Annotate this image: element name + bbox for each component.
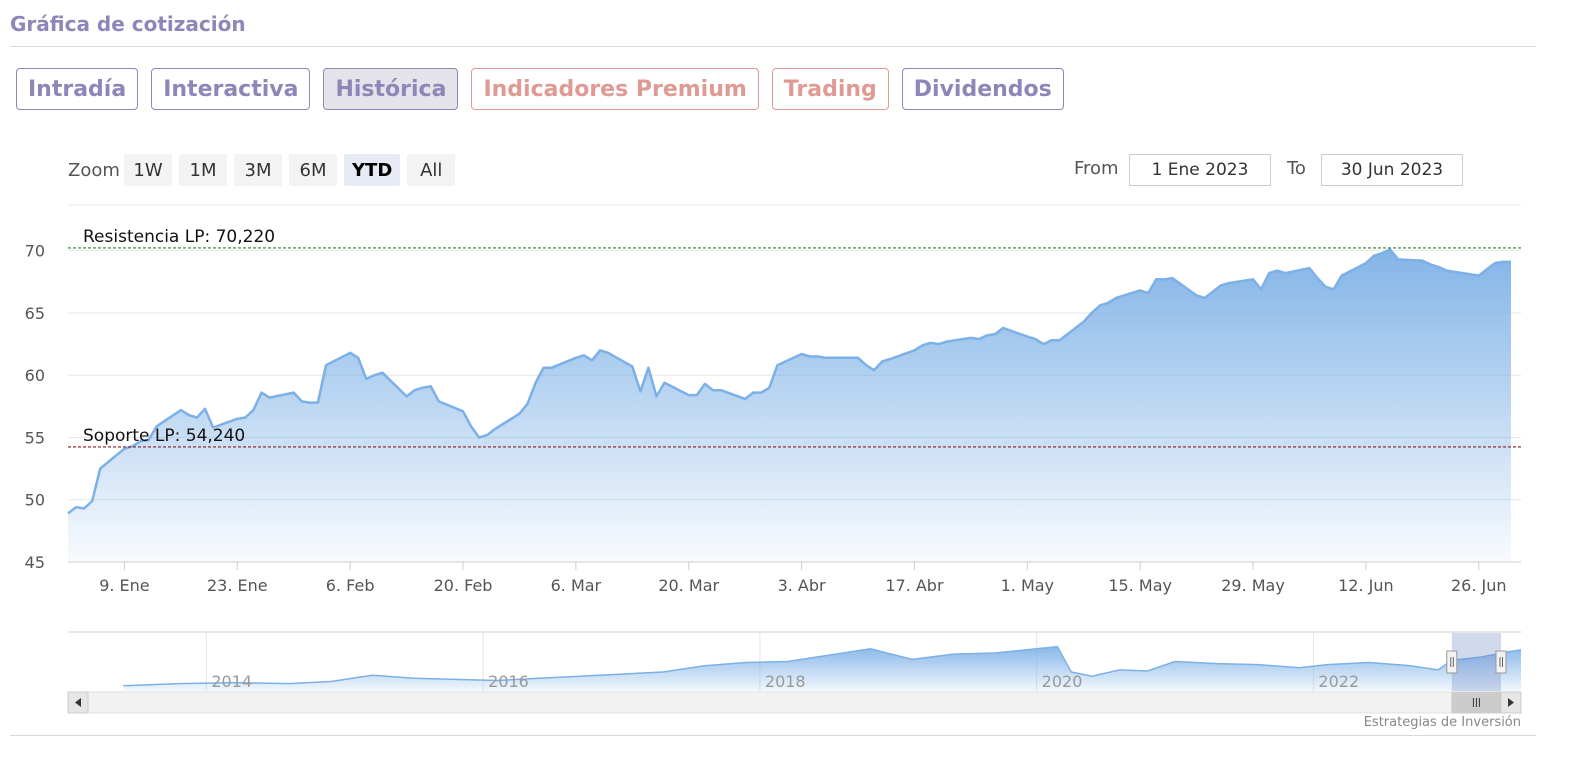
y-tick-label: 70	[25, 242, 45, 261]
section-title: Gráfica de cotización	[10, 12, 246, 36]
zoom-all-button[interactable]: All	[407, 154, 456, 186]
title-divider	[10, 46, 1536, 47]
tab-intradia[interactable]: Intradía	[16, 68, 139, 110]
x-axis-ticks: 9. Ene 23. Ene 6. Feb 20. Feb 6. Mar 20. Mar 3…	[99, 562, 1507, 595]
y-axis-ticks: 45 50 55 60 65 70	[25, 242, 45, 572]
navigator-year-label: 2014	[211, 672, 252, 691]
zoom-6m-button[interactable]: 6M	[289, 154, 337, 186]
x-tick-label: 3. Abr	[778, 576, 826, 595]
y-tick-label: 50	[25, 491, 45, 510]
navigator-year-label: 2022	[1318, 672, 1359, 691]
navigator-right-handle[interactable]	[1495, 650, 1507, 674]
x-tick-label: 12. Jun	[1338, 576, 1394, 595]
navigator-left-handle[interactable]	[1446, 650, 1458, 674]
chart-credits: Estrategias de Inversión	[1363, 715, 1521, 730]
y-tick-label: 45	[25, 553, 45, 572]
y-tick-label: 60	[25, 366, 45, 385]
x-tick-label: 29. May	[1221, 576, 1285, 595]
x-tick-label: 17. Abr	[885, 576, 944, 595]
range-from-input[interactable]: 1 Ene 2023	[1129, 154, 1271, 186]
resistance-label: Resistencia LP: 70,220	[83, 227, 275, 247]
arrow-right-icon	[1508, 698, 1514, 707]
navigator-line	[123, 645, 1522, 687]
range-from-label: From	[1074, 158, 1119, 179]
zoom-3m-button[interactable]: 3M	[234, 154, 282, 186]
zoom-buttons: 1W 1M 3M 6M YTD All	[124, 154, 456, 186]
bottom-divider	[10, 735, 1536, 736]
navigator-year-label: 2016	[488, 672, 529, 691]
zoom-1m-button[interactable]: 1M	[179, 154, 227, 186]
x-tick-label: 15. May	[1108, 576, 1172, 595]
navigator-year-label: 2020	[1042, 672, 1083, 691]
x-tick-label: 20. Mar	[658, 576, 719, 595]
navigator[interactable]: 2014 2016 2018 2020 2022	[68, 631, 1522, 691]
x-tick-label: 20. Feb	[434, 576, 493, 595]
x-tick-label: 26. Jun	[1451, 576, 1507, 595]
price-area	[68, 249, 1511, 562]
support-label: Soporte LP: 54,240	[83, 426, 245, 446]
x-tick-label: 9. Ene	[99, 576, 149, 595]
range-to-input[interactable]: 30 Jun 2023	[1321, 154, 1463, 186]
arrow-left-icon	[75, 698, 81, 707]
y-tick-label: 55	[25, 428, 45, 447]
tab-trading[interactable]: Trading	[771, 68, 889, 110]
range-to-label: To	[1287, 158, 1306, 179]
zoom-1w-button[interactable]: 1W	[124, 154, 172, 186]
tab-interactiva[interactable]: Interactiva	[151, 68, 311, 110]
chart-tabs: Intradía Interactiva Histórica Indicador…	[16, 68, 1064, 110]
y-tick-label: 65	[25, 304, 45, 323]
navigator-year-labels: 2014 2016 2018 2020 2022	[211, 672, 1359, 691]
grip-icon	[1472, 698, 1480, 707]
x-tick-label: 6. Mar	[551, 576, 602, 595]
navigator-year-label: 2018	[765, 672, 806, 691]
navigator-selection[interactable]	[1451, 633, 1501, 691]
zoom-ytd-button[interactable]: YTD	[344, 154, 401, 186]
tab-historica[interactable]: Histórica	[323, 68, 459, 110]
x-tick-label: 1. May	[1001, 576, 1054, 595]
zoom-label: Zoom	[68, 160, 120, 181]
x-tick-label: 23. Ene	[207, 576, 268, 595]
tab-dividendos[interactable]: Dividendos	[901, 68, 1064, 110]
price-series-line	[67, 248, 1511, 515]
x-tick-label: 6. Feb	[326, 576, 375, 595]
scrollbar[interactable]	[67, 691, 1522, 714]
tab-indicadores-premium[interactable]: Indicadores Premium	[471, 68, 759, 110]
navigator-area	[123, 646, 1521, 691]
scrollbar-track[interactable]	[67, 691, 1522, 714]
